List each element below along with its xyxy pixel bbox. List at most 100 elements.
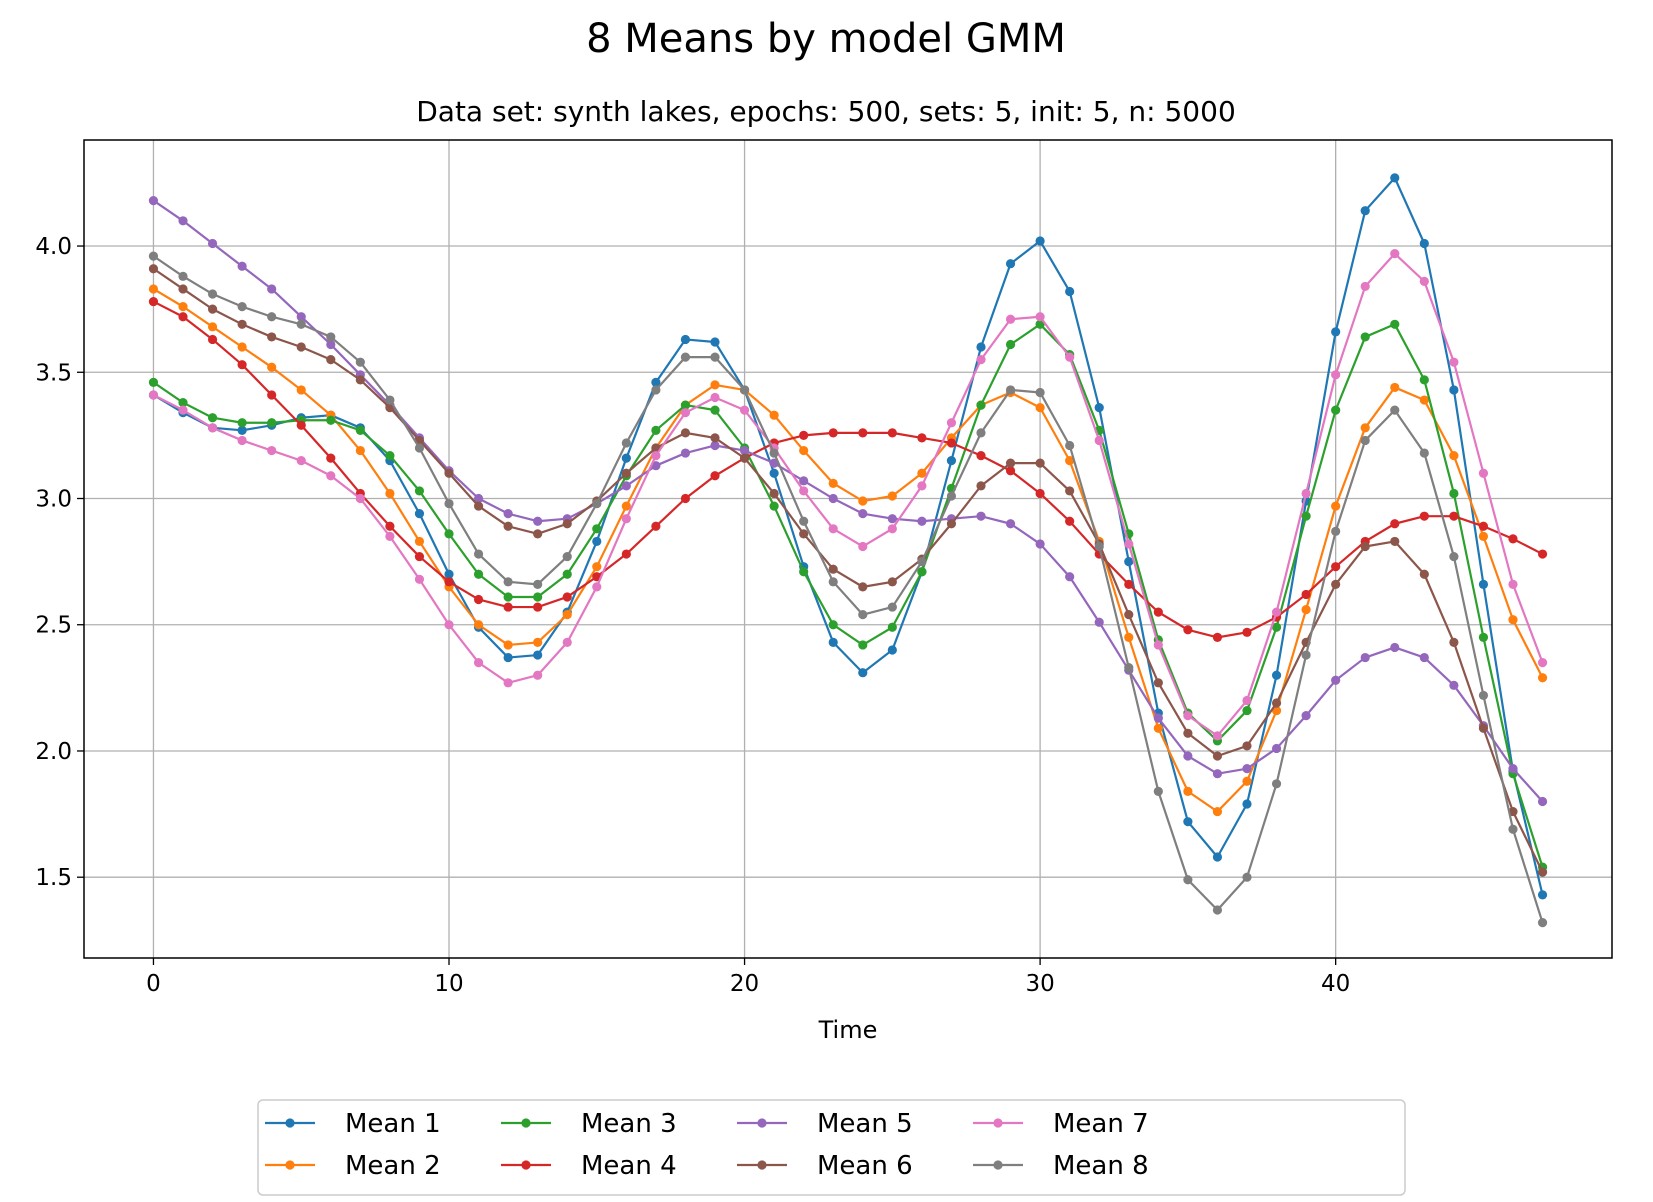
data-point	[680, 448, 691, 458]
data-point	[385, 531, 395, 541]
data-point	[976, 511, 986, 521]
data-point	[385, 450, 395, 461]
data-point	[414, 486, 425, 496]
legend-swatch-marker	[757, 1118, 767, 1128]
y-tick-label: 4.0	[35, 234, 72, 260]
data-point	[533, 592, 543, 602]
data-point	[828, 524, 838, 534]
data-point	[267, 390, 277, 400]
data-point	[887, 524, 897, 534]
data-point	[976, 400, 986, 410]
data-point	[828, 493, 838, 504]
data-point	[592, 582, 602, 592]
legend-item: Mean 3	[501, 1109, 677, 1139]
data-point	[976, 428, 986, 438]
data-point	[1005, 339, 1016, 350]
data-point	[267, 418, 277, 428]
data-point	[1508, 615, 1518, 625]
data-point	[1153, 678, 1163, 688]
data-point	[739, 453, 750, 463]
data-point	[326, 415, 336, 425]
data-point	[237, 319, 247, 329]
data-point	[1242, 705, 1252, 716]
legend: Mean 1 Mean 2 Mean 3 Mean 4 Mean 5 Mean 6 Mean…	[257, 1099, 1406, 1196]
data-point	[946, 519, 957, 529]
data-point	[1153, 640, 1163, 650]
data-point	[503, 592, 513, 602]
data-point	[1242, 764, 1252, 774]
data-point	[444, 498, 454, 509]
data-point	[828, 428, 838, 438]
data-point	[1094, 541, 1104, 552]
series-line	[152, 255, 1544, 923]
data-point	[1390, 173, 1400, 183]
data-point	[1035, 458, 1045, 468]
data-point	[1183, 817, 1193, 827]
data-point	[207, 334, 218, 345]
data-point	[1537, 796, 1548, 807]
legend-swatch-marker	[285, 1118, 295, 1128]
data-point	[355, 493, 365, 504]
data-point	[799, 516, 809, 526]
data-point	[296, 456, 306, 466]
data-point	[296, 342, 306, 352]
data-point	[207, 304, 218, 314]
data-point	[1271, 607, 1282, 617]
data-point	[267, 284, 277, 294]
data-point	[946, 418, 957, 428]
data-point	[1390, 642, 1400, 653]
axis-ticks: 0 10 20 30 40 1.5 2.0 2.5 3.0 3.5 4.0	[35, 234, 1350, 997]
data-point	[858, 668, 868, 678]
data-point	[1212, 905, 1223, 915]
data-point	[473, 549, 484, 559]
data-point	[533, 670, 543, 680]
data-point	[1301, 711, 1311, 721]
data-point	[267, 362, 277, 372]
data-point	[503, 678, 513, 688]
data-point	[207, 413, 218, 423]
data-point	[1065, 486, 1075, 496]
data-point	[1331, 327, 1341, 337]
data-point	[1537, 918, 1548, 928]
data-point	[1005, 458, 1016, 468]
data-point	[1124, 579, 1134, 589]
data-point	[207, 322, 218, 332]
data-point	[799, 430, 809, 440]
data-point	[296, 420, 306, 430]
data-point	[1035, 312, 1045, 322]
data-point	[621, 501, 631, 511]
data-point	[1035, 539, 1045, 549]
series-line	[152, 199, 1544, 803]
data-point	[651, 425, 661, 435]
data-point	[1360, 332, 1370, 342]
data-point	[1035, 387, 1045, 398]
y-tick-label: 2.0	[35, 739, 72, 765]
data-point	[296, 385, 306, 395]
series-line	[152, 252, 1544, 737]
data-point	[887, 602, 897, 612]
data-point	[1419, 511, 1429, 521]
data-point	[1212, 769, 1223, 779]
data-point	[1242, 872, 1252, 882]
data-point	[414, 443, 425, 453]
data-point	[621, 468, 631, 478]
data-point	[976, 450, 986, 461]
data-point	[237, 418, 247, 428]
data-point	[887, 645, 897, 655]
legend-label: Mean 8	[1053, 1151, 1149, 1181]
data-point	[355, 445, 365, 456]
data-point	[503, 640, 513, 650]
data-point	[296, 312, 306, 322]
data-point	[1390, 382, 1400, 393]
data-point	[1419, 448, 1429, 458]
data-point	[917, 481, 927, 491]
data-point	[1419, 569, 1429, 579]
data-point	[148, 390, 159, 400]
data-point	[1183, 786, 1193, 796]
data-point	[1124, 663, 1134, 673]
data-point	[178, 271, 188, 281]
data-point	[651, 450, 661, 461]
y-tick-label: 3.5	[35, 360, 72, 386]
data-point	[1035, 403, 1045, 413]
data-point	[1331, 579, 1341, 589]
